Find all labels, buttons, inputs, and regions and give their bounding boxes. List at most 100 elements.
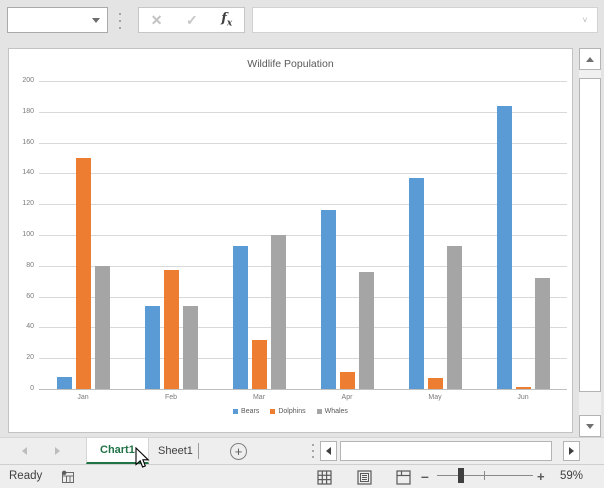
bar-whales-may[interactable] (446, 245, 462, 389)
vertical-scrollbar-thumb[interactable] (579, 78, 601, 392)
enter-icon[interactable]: ✓ (186, 11, 198, 28)
gridline (39, 327, 567, 329)
y-tick-label: 100 (22, 231, 34, 238)
hscroll-left-button[interactable] (320, 441, 337, 461)
category-group (127, 81, 215, 389)
gridline (39, 111, 567, 113)
category-group (39, 81, 127, 389)
sheet-tab-bar: Chart1 Sheet1 + (0, 437, 604, 464)
bar-whales-jan[interactable] (94, 265, 110, 389)
legend-label: Whales (324, 408, 348, 415)
gridline (39, 265, 567, 267)
category-group (303, 81, 391, 389)
x-axis-label: Mar (252, 394, 266, 401)
bar-whales-feb[interactable] (182, 305, 198, 389)
status-ready-label: Ready (9, 470, 43, 482)
vertical-scrollbar[interactable] (579, 48, 601, 437)
arrow-left-icon (326, 447, 331, 455)
y-tick-label: 60 (26, 292, 34, 300)
new-sheet-button[interactable]: + (230, 443, 247, 460)
horizontal-scrollbar-thumb[interactable] (340, 441, 552, 461)
x-axis-label: Apr (341, 394, 353, 401)
x-axis-line (39, 389, 567, 390)
tab-sheet1-label: Sheet1 (158, 445, 193, 457)
bar-whales-jun[interactable] (534, 278, 550, 389)
x-axis-label: Feb (164, 394, 178, 401)
legend-item-bears: Bears (233, 408, 259, 415)
page-layout-view-icon[interactable] (357, 470, 372, 488)
bar-whales-mar[interactable] (270, 235, 286, 389)
insert-function-icon[interactable]: fx (221, 11, 233, 29)
chart-canvas[interactable]: Wildlife Population Bears Dolphins Whales … (8, 48, 573, 433)
arrow-down-icon (586, 423, 594, 429)
bar-bears-apr[interactable] (320, 210, 336, 389)
y-tick-label: 180 (22, 107, 34, 115)
bar-bears-may[interactable] (408, 178, 424, 389)
x-axis-label: Jun (517, 394, 529, 401)
bar-dolphins-apr[interactable] (339, 372, 355, 389)
category-group (215, 81, 303, 389)
chart-legend: Bears Dolphins Whales (9, 408, 572, 415)
y-tick-label: 40 (26, 323, 34, 331)
formula-toolbar: ✕ ✓ fx ˅ (0, 0, 604, 41)
y-tick-label: 140 (22, 169, 34, 177)
legend-item-whales: Whales (316, 408, 348, 415)
tabbar-grip-icon (311, 444, 315, 458)
macro-record-icon[interactable] (61, 470, 75, 488)
gridline (39, 81, 567, 82)
y-tick-label: 20 (26, 354, 34, 362)
tab-sheet1[interactable]: Sheet1 (145, 438, 206, 464)
gridline (39, 235, 567, 236)
hscroll-right-button[interactable] (563, 441, 580, 461)
bar-bears-feb[interactable] (144, 305, 160, 389)
normal-view-icon[interactable] (317, 470, 332, 488)
tab-divider (198, 443, 199, 459)
bar-dolphins-mar[interactable] (251, 339, 267, 389)
y-tick-label: 120 (22, 200, 34, 208)
scroll-up-button[interactable] (579, 48, 601, 70)
scroll-down-button[interactable] (579, 415, 601, 437)
bar-dolphins-may[interactable] (427, 378, 443, 389)
arrow-right-icon (569, 447, 574, 455)
bar-dolphins-jun[interactable] (515, 387, 531, 389)
formula-input[interactable]: ˅ (252, 7, 598, 33)
bar-whales-apr[interactable] (358, 271, 374, 389)
y-tick-label: 200 (22, 77, 34, 84)
bar-dolphins-jan[interactable] (75, 158, 91, 389)
name-box[interactable] (7, 7, 108, 33)
zoom-slider-center-tick (484, 471, 485, 480)
bar-dolphins-feb[interactable] (163, 270, 179, 389)
bar-bears-mar[interactable] (232, 245, 248, 389)
arrow-left-icon (21, 447, 27, 455)
category-group (391, 81, 479, 389)
gridline (39, 358, 567, 360)
gridline (39, 204, 567, 206)
cancel-icon[interactable]: ✕ (150, 11, 163, 28)
category-group (479, 81, 567, 389)
legend-swatch-icon (316, 409, 322, 414)
page-break-preview-icon[interactable] (396, 470, 411, 488)
bar-bears-jun[interactable] (496, 105, 512, 389)
zoom-level-label[interactable]: 59% (560, 470, 584, 482)
chart-title: Wildlife Population (247, 58, 334, 70)
next-sheet-button[interactable] (50, 444, 64, 458)
zoom-out-button[interactable]: – (421, 468, 429, 484)
y-tick-label: 80 (26, 261, 34, 269)
plus-icon: + (234, 444, 243, 459)
legend-label: Dolphins (278, 408, 306, 415)
formula-bar-expand-icon[interactable]: ˅ (582, 15, 588, 25)
zoom-slider-thumb[interactable] (458, 468, 464, 483)
legend-swatch-icon (233, 409, 239, 414)
legend-label: Bears (241, 408, 260, 415)
bar-bears-jan[interactable] (56, 376, 72, 389)
zoom-in-button[interactable]: + (537, 469, 545, 484)
gridline (39, 142, 567, 144)
x-axis-label: May (428, 394, 442, 401)
toolbar-grip-icon (118, 13, 122, 29)
zoom-slider-track[interactable] (437, 475, 533, 476)
gridline (39, 173, 567, 175)
prev-sheet-button[interactable] (17, 444, 31, 458)
name-box-dropdown-icon[interactable] (85, 8, 107, 32)
y-tick-label: 160 (22, 138, 34, 146)
